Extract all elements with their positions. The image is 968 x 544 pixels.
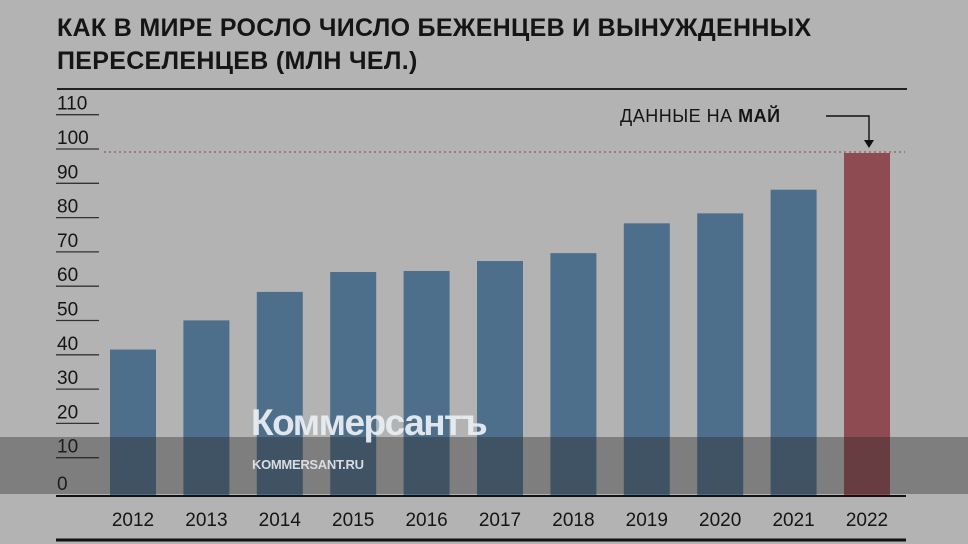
x-tick-label: 2012 [112, 510, 154, 531]
y-tick-label: 20 [57, 402, 78, 423]
y-tick-label: 100 [57, 128, 89, 149]
x-tick-label: 2018 [552, 510, 594, 531]
x-tick-label: 2016 [405, 510, 447, 531]
chart-title: КАК В МИРЕ РОСЛО ЧИСЛО БЕЖЕНЦЕВ И ВЫНУЖД… [57, 14, 812, 75]
watermark-url: KOMMERSANT.RU [252, 457, 364, 472]
bar-2015 [330, 272, 377, 496]
bar-2018 [550, 253, 597, 496]
watermark-logo: Коммерсантъ [251, 402, 488, 443]
data-note: ДАННЫЕ НА МАЙ [620, 106, 781, 127]
note-prefix: ДАННЫЕ НА [620, 106, 733, 126]
y-tick-label: 80 [57, 197, 78, 218]
bar-2016 [403, 270, 450, 496]
bar-2019 [623, 223, 670, 496]
x-tick-label: 2017 [479, 510, 521, 531]
note-month: МАЙ [738, 106, 781, 126]
y-tick-label: 40 [57, 334, 78, 355]
bar-2017 [477, 261, 523, 496]
bar-2021 [770, 189, 817, 497]
y-tick-label: 30 [57, 368, 78, 389]
x-tick-label: 2014 [259, 510, 302, 531]
x-tick-label: 2019 [626, 510, 668, 531]
bar-2013 [183, 320, 230, 496]
y-tick-label: 0 [57, 474, 68, 495]
x-tick-label: 2022 [846, 510, 888, 531]
bar-2014 [256, 291, 303, 496]
x-tick-label: 2021 [772, 510, 814, 531]
x-tick-label: 2020 [699, 510, 741, 531]
title-divider [57, 88, 907, 90]
y-tick-label: 10 [57, 437, 78, 458]
annotation-arrow-line [826, 115, 870, 142]
bar-2022 [844, 153, 890, 496]
y-tick-label: 60 [57, 265, 78, 286]
bar-2012 [110, 349, 156, 496]
bar-2020 [697, 213, 744, 497]
x-tick-label: 2013 [185, 510, 227, 531]
x-tick-label: 2015 [332, 510, 374, 531]
y-tick-label: 90 [57, 162, 78, 183]
y-tick-label: 110 [57, 94, 87, 115]
arrow-down-icon [864, 140, 874, 148]
watermark-band [0, 437, 968, 494]
y-tick-label: 70 [57, 231, 78, 252]
y-tick-label: 50 [57, 300, 78, 321]
